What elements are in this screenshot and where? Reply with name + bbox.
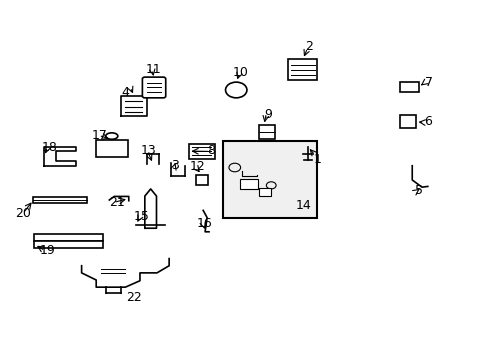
Text: 22: 22 [125, 291, 141, 304]
Text: 15: 15 [133, 210, 149, 223]
Bar [287, 59, 317, 80]
Bar [399, 115, 415, 128]
Bar [34, 234, 102, 241]
Text: 9: 9 [264, 108, 271, 121]
Text: 17: 17 [91, 129, 107, 142]
Bar [259, 125, 274, 139]
Text: 5: 5 [414, 184, 422, 197]
Bar [33, 197, 87, 203]
Text: 11: 11 [145, 63, 161, 76]
Bar [259, 188, 271, 196]
FancyBboxPatch shape [142, 77, 165, 98]
Text: 13: 13 [140, 144, 156, 157]
Bar [399, 82, 418, 93]
Text: 6: 6 [424, 115, 431, 128]
Text: 20: 20 [15, 207, 31, 220]
Text: 8: 8 [207, 144, 215, 157]
Text: 2: 2 [305, 40, 312, 53]
Bar [188, 144, 215, 158]
Text: 18: 18 [42, 141, 58, 154]
Text: 21: 21 [108, 196, 124, 209]
Text: 10: 10 [232, 66, 248, 79]
Text: 4: 4 [121, 86, 129, 99]
Text: 12: 12 [189, 160, 205, 173]
Bar [222, 141, 317, 217]
Text: 14: 14 [295, 198, 311, 212]
Bar [196, 175, 207, 185]
Text: 16: 16 [196, 217, 212, 230]
Text: 7: 7 [425, 76, 432, 89]
Text: 3: 3 [171, 159, 179, 172]
Text: 1: 1 [313, 153, 321, 166]
Bar [34, 242, 102, 248]
Bar [239, 179, 258, 189]
Ellipse shape [105, 133, 118, 139]
Text: 19: 19 [40, 244, 55, 257]
Bar [96, 140, 127, 157]
